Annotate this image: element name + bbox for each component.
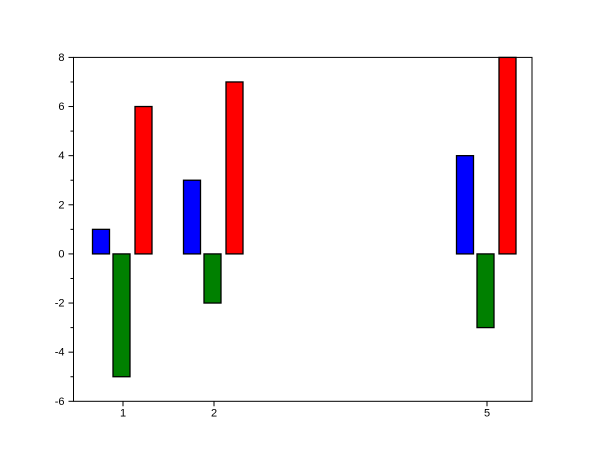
svg-text:4: 4	[58, 150, 64, 162]
svg-text:-6: -6	[55, 396, 65, 408]
svg-text:-4: -4	[55, 347, 65, 359]
svg-text:8: 8	[58, 52, 64, 64]
svg-text:5: 5	[484, 407, 490, 419]
svg-text:2: 2	[211, 407, 217, 419]
svg-text:1: 1	[120, 407, 126, 419]
svg-text:-2: -2	[55, 298, 65, 310]
svg-text:0: 0	[58, 248, 64, 260]
svg-text:6: 6	[58, 101, 64, 113]
svg-text:2: 2	[58, 199, 64, 211]
